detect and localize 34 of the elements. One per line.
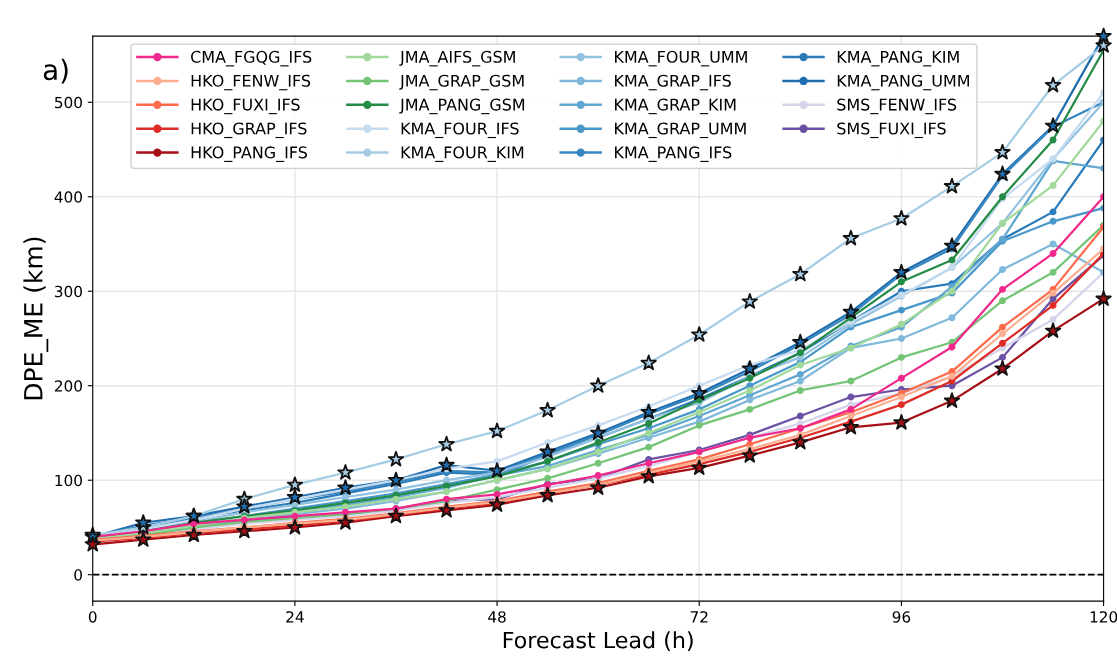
legend-label: SMS_FENW_IFS: [837, 98, 957, 115]
legend-label: KMA_GRAP_IFS: [615, 74, 731, 91]
legend-label: SMS_FUXI_IFS: [837, 122, 946, 139]
y-tick-label: 0: [74, 569, 82, 581]
x-tick-label: 0: [88, 611, 97, 623]
text: a): [43, 58, 68, 84]
legend-label: KMA_FOUR_UMM: [615, 50, 747, 67]
legend-label: JMA_AIFS_GSM: [399, 50, 515, 67]
legend-label: KMA_PANG_IFS: [615, 146, 732, 162]
y-tick-label: 100: [55, 474, 82, 487]
legend-label: HKO_GRAP_IFS: [191, 122, 307, 139]
legend-label: KMA_FOUR_IFS: [401, 122, 519, 139]
legend-label: HKO_FUXI_IFS: [191, 98, 300, 115]
x-tick-label: 72: [690, 611, 708, 623]
legend-label: CMA_FGQG_IFS: [191, 50, 312, 67]
y-tick-label: 500: [55, 96, 82, 109]
legend-label: JMA_GRAP_GSM: [399, 74, 524, 91]
y-tick-label: 200: [54, 380, 82, 392]
y-tick-label: 400: [54, 191, 82, 203]
y-tick-label: 300: [54, 285, 82, 298]
legend-label: KMA_PANG_KIM: [837, 50, 959, 67]
legend-label: KMA_FOUR_KIM: [401, 146, 524, 162]
legend-label: KMA_GRAP_KIM: [615, 98, 736, 115]
legend-label: HKO_PANG_IFS: [191, 146, 307, 162]
y-axis-title: DPE_ME (km): [23, 237, 49, 400]
legend-label: HKO_FENW_IFS: [191, 74, 311, 91]
x-tick-label: 24: [286, 611, 304, 623]
x-tick-label: 96: [892, 611, 911, 623]
legend-label: KMA_PANG_UMM: [837, 74, 969, 91]
x-tick-label: 48: [488, 611, 506, 623]
x-tick-label: 120: [1090, 611, 1117, 623]
legend-label: JMA_PANG_GSM: [399, 98, 525, 115]
x-axis-title: Forecast Lead (h): [503, 631, 693, 652]
legend-label: KMA_GRAP_UMM: [615, 122, 746, 139]
